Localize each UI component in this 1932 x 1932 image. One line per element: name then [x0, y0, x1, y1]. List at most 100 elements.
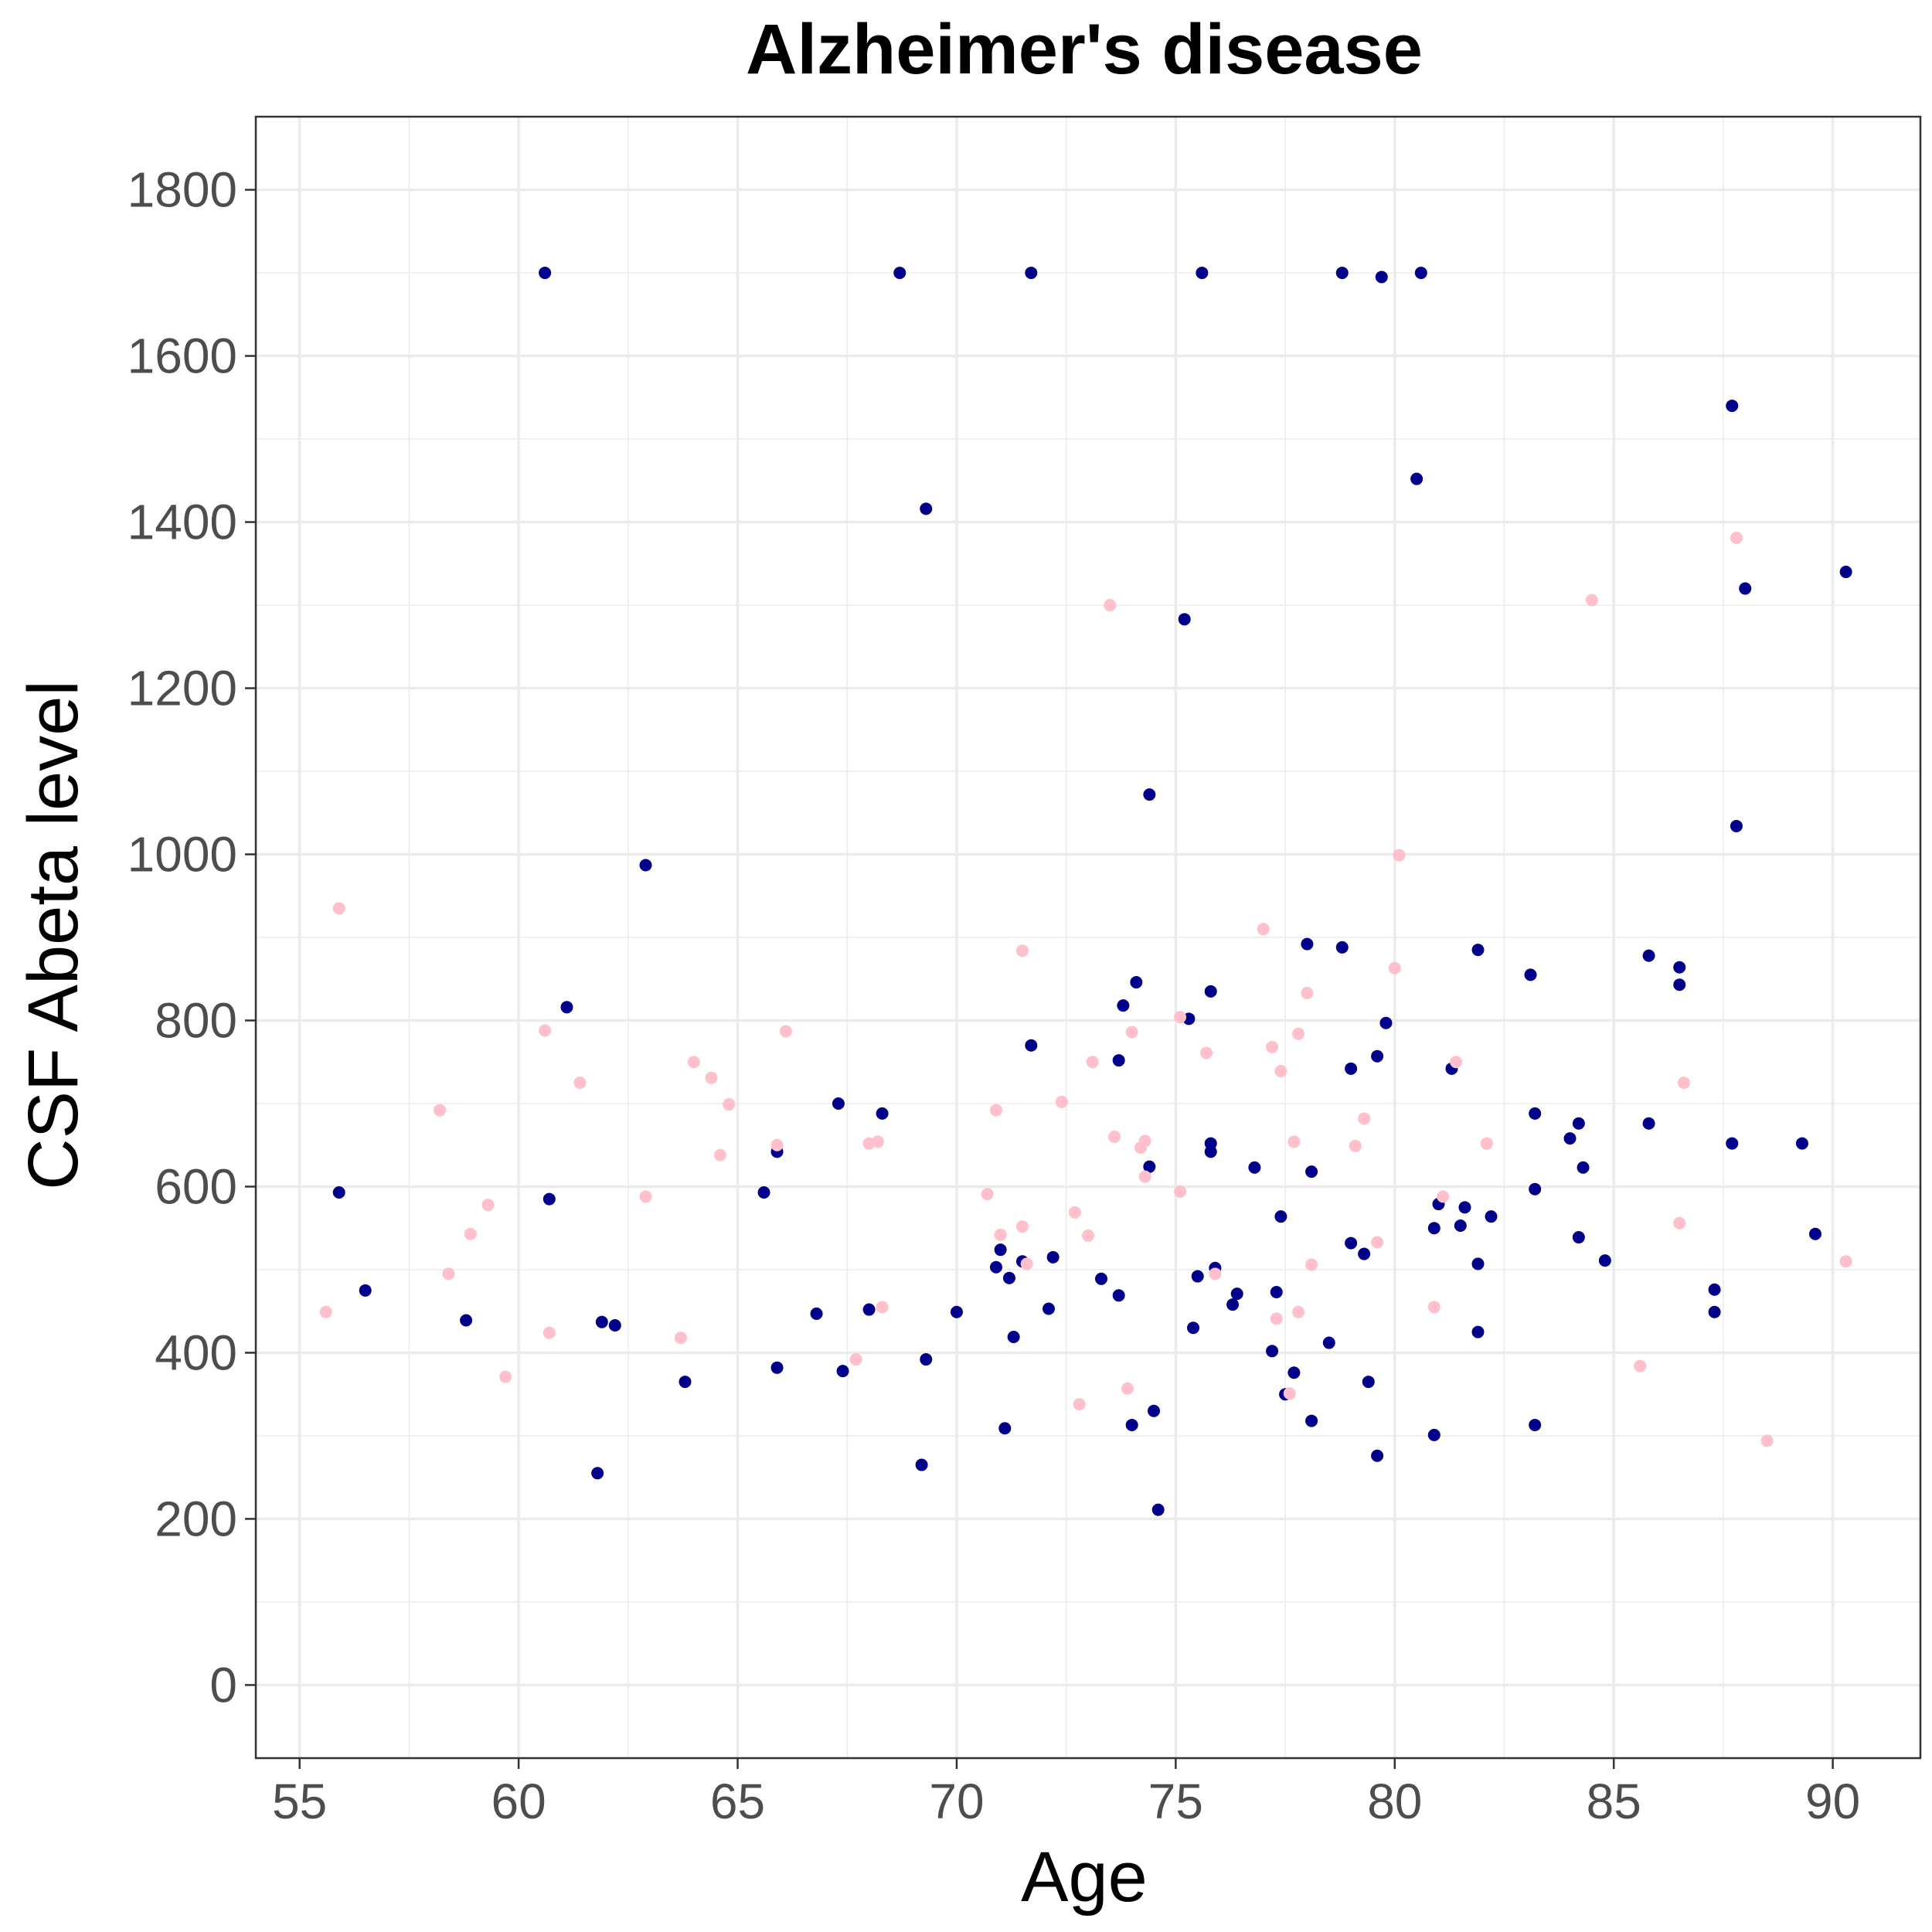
data-point: [1708, 1283, 1721, 1296]
data-point: [481, 1199, 495, 1212]
data-point: [1025, 1039, 1038, 1052]
data-point: [1471, 1257, 1485, 1270]
data-point: [1563, 1132, 1577, 1145]
data-point: [893, 267, 906, 280]
data-point: [1427, 1428, 1440, 1441]
data-point: [1471, 1325, 1485, 1338]
data-point: [1046, 1250, 1060, 1264]
data-point: [1335, 940, 1349, 954]
data-point: [1414, 267, 1427, 280]
data-point: [836, 1365, 849, 1378]
data-point: [876, 1107, 889, 1120]
data-point: [770, 1138, 784, 1151]
y-tick-label: 1200: [128, 661, 237, 716]
data-point: [1138, 1170, 1151, 1183]
y-tick-label: 600: [155, 1158, 237, 1214]
data-point: [1020, 1257, 1033, 1270]
x-tick-label: 65: [710, 1774, 765, 1829]
data-point: [1015, 1220, 1029, 1233]
data-point: [591, 1467, 604, 1480]
y-tick-label: 1400: [128, 495, 237, 550]
data-point: [319, 1305, 332, 1318]
data-point: [1274, 1210, 1287, 1223]
data-point: [1427, 1301, 1440, 1314]
data-point: [1095, 1272, 1108, 1285]
data-point: [1634, 1359, 1647, 1372]
data-point: [1283, 1387, 1296, 1400]
data-point: [1642, 949, 1655, 962]
data-point: [1335, 267, 1349, 280]
series-1-points: [319, 531, 1852, 1447]
data-point: [1322, 1336, 1335, 1349]
data-point: [687, 1056, 700, 1069]
x-tick-label: 75: [1148, 1774, 1203, 1829]
data-point: [1485, 1210, 1498, 1223]
data-points: [319, 267, 1852, 1516]
chart-title: Alzheimer's disease: [746, 10, 1423, 89]
data-point: [1345, 1062, 1358, 1075]
data-point: [1112, 1289, 1125, 1302]
data-point: [1266, 1040, 1279, 1053]
data-point: [434, 1104, 447, 1117]
data-point: [1121, 1382, 1134, 1395]
data-point: [1230, 1287, 1243, 1301]
data-point: [1204, 1145, 1217, 1158]
data-point: [1305, 1414, 1318, 1427]
data-point: [1002, 1271, 1015, 1284]
data-point: [1839, 1255, 1852, 1268]
data-point: [1130, 976, 1143, 989]
data-point: [543, 1326, 556, 1339]
data-point: [1287, 1135, 1301, 1148]
data-point: [1042, 1302, 1055, 1315]
y-tick-label: 1600: [128, 328, 237, 384]
data-point: [1393, 849, 1406, 862]
data-point: [1073, 1398, 1086, 1411]
data-point: [1025, 267, 1038, 280]
data-point: [1673, 961, 1686, 974]
x-tick-label: 70: [929, 1774, 984, 1829]
data-point: [1174, 1185, 1187, 1198]
data-point: [810, 1307, 823, 1320]
data-point: [464, 1227, 477, 1240]
data-point: [460, 1314, 473, 1327]
data-point: [1454, 1219, 1467, 1232]
y-tick-label: 200: [155, 1491, 237, 1546]
data-point: [1375, 270, 1388, 284]
x-tick-label: 55: [272, 1774, 327, 1829]
data-point: [849, 1353, 862, 1366]
data-point: [1358, 1112, 1371, 1125]
data-point: [1187, 1321, 1200, 1335]
data-point: [832, 1097, 845, 1110]
data-point: [876, 1301, 889, 1314]
data-point: [1143, 1160, 1156, 1173]
y-tick-label: 400: [155, 1325, 237, 1380]
data-point: [1349, 1139, 1362, 1152]
data-point: [915, 1458, 928, 1471]
x-tick-label: 90: [1805, 1774, 1860, 1829]
data-point: [595, 1315, 608, 1328]
data-point: [1274, 1065, 1287, 1078]
y-tick-label: 800: [155, 992, 237, 1048]
data-point: [1598, 1254, 1611, 1267]
data-point: [1125, 1418, 1138, 1431]
major-gridlines: [256, 117, 1920, 1758]
data-point: [1410, 472, 1423, 485]
data-point: [1086, 1056, 1099, 1069]
y-tick-label: 1800: [128, 162, 237, 218]
data-point: [1270, 1312, 1283, 1325]
data-point: [1358, 1247, 1371, 1260]
x-tick-label: 85: [1587, 1774, 1641, 1829]
data-point: [332, 1185, 345, 1199]
y-axis: 0 200 400 600 800 1000 1200 1400 1600 1800: [128, 162, 256, 1713]
data-point: [1178, 613, 1191, 626]
x-axis: 55 60 65 70 75 80 85 90: [272, 1758, 1860, 1829]
data-point: [1345, 1236, 1358, 1250]
data-point: [1292, 1305, 1305, 1318]
data-point: [1305, 1165, 1318, 1179]
data-point: [1839, 566, 1852, 579]
data-point: [989, 1104, 1002, 1117]
data-point: [950, 1305, 963, 1318]
data-point: [1726, 400, 1739, 413]
data-point: [539, 1024, 552, 1037]
